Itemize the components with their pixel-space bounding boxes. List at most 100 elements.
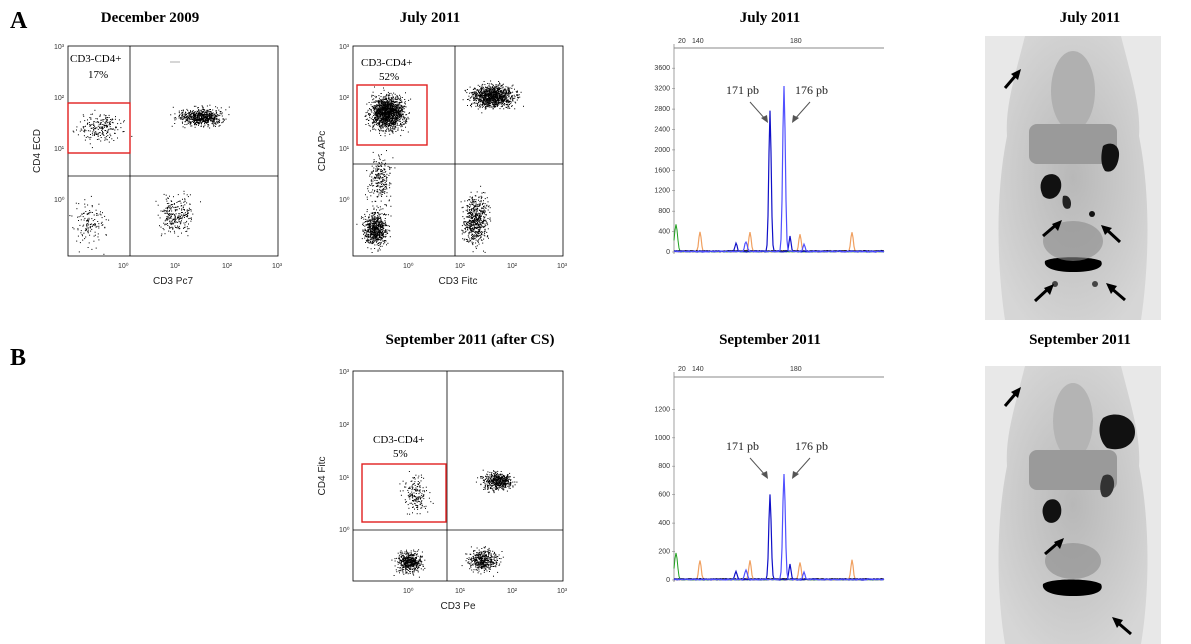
row-letter-a: A xyxy=(10,8,28,34)
x-tick: 10⁰ xyxy=(118,262,129,270)
y-tick: 10³ xyxy=(339,369,350,376)
gate-label: CD3-CD4+ xyxy=(70,53,121,65)
y-tick: 3200 xyxy=(654,86,670,93)
liver-region xyxy=(1029,124,1117,164)
y-tick: 10¹ xyxy=(54,146,65,153)
peak-176-trace xyxy=(673,85,885,253)
top-tick: 20 xyxy=(678,38,686,45)
scatter-dots xyxy=(69,104,230,255)
y-tick: 600 xyxy=(658,492,670,499)
y-tick: 0 xyxy=(666,577,670,584)
x-tick: 10² xyxy=(507,588,518,595)
title-december-2009: December 2009 xyxy=(100,10,200,26)
plot-frame xyxy=(352,45,564,257)
flow-plot-july-2011: CD3-CD4+ 52% 10³ 10² 10¹ 10⁰ 10⁰ 10¹ 10²… xyxy=(315,40,575,310)
uptake-focus xyxy=(1040,174,1062,199)
y-tick: 0 xyxy=(666,249,670,256)
peak-171-trace xyxy=(673,494,885,581)
gate-label: CD3-CD4+ xyxy=(373,434,424,446)
trace xyxy=(673,473,885,581)
arrow-icon xyxy=(1101,225,1122,244)
gate-rectangle xyxy=(361,463,447,523)
y-tick: 400 xyxy=(658,520,670,527)
pet-scan-september-2011 xyxy=(985,366,1161,644)
scatter-dots xyxy=(356,80,524,253)
pet-scan-svg-a xyxy=(985,36,1161,320)
pet-scan-july-2011 xyxy=(985,36,1161,320)
top-tick: 180 xyxy=(790,38,802,45)
uptake-focus xyxy=(1100,474,1115,498)
plot-frame xyxy=(352,370,564,582)
size-standard-trace xyxy=(673,231,885,253)
gate-label: CD3-CD4+ xyxy=(361,57,412,69)
scatter-dots xyxy=(391,469,518,578)
gate-value: 17% xyxy=(88,69,108,81)
arrow-icon xyxy=(1003,387,1021,407)
arrow-icon xyxy=(1033,284,1054,303)
y-tick: 10⁰ xyxy=(339,196,350,204)
pet-scan-svg-b xyxy=(985,366,1161,644)
size-standard-trace xyxy=(673,559,885,581)
uptake-focus xyxy=(1062,195,1072,209)
y-tick: 10³ xyxy=(339,44,350,51)
body-silhouette xyxy=(998,36,1148,320)
y-ticks: 1200 1000 800 600 400 200 0 xyxy=(654,406,675,584)
uptake-focus xyxy=(1099,414,1135,450)
x-tick: 10³ xyxy=(272,263,283,270)
y-tick: 200 xyxy=(658,549,670,556)
green-trace xyxy=(673,552,885,581)
y-tick: 10² xyxy=(339,95,350,102)
y-tick: 2800 xyxy=(654,106,670,113)
row-letter-b: B xyxy=(10,345,27,371)
top-tick: 140 xyxy=(692,38,704,45)
title-chromatogram-july-2011: July 2011 xyxy=(739,10,801,26)
y-ticks: 3600 3200 2800 2400 2000 1600 1200 800 400 0 xyxy=(654,65,675,256)
y-tick: 10³ xyxy=(54,44,65,51)
trace xyxy=(673,85,885,253)
y-tick: 10⁰ xyxy=(54,196,65,204)
flow-plot-svg-a2: CD3-CD4+ 52% 10³ 10² 10¹ 10⁰ 10⁰ 10¹ 10²… xyxy=(317,44,568,287)
top-tick: 180 xyxy=(790,366,802,373)
peak-171-trace xyxy=(673,110,885,253)
chromatogram-july-2011: 20 140 180 3600 3200 2800 2400 2000 1600 1200 8… xyxy=(640,34,890,264)
uptake-focus xyxy=(1042,499,1062,523)
y-tick: 1000 xyxy=(654,435,670,442)
y-tick: 10¹ xyxy=(339,146,350,153)
y-tick: 1200 xyxy=(654,406,670,413)
flow-plot-svg-b2: CD3-CD4+ 5% 10³ 10² 10¹ 10⁰ 10⁰ 10¹ 10² … xyxy=(317,369,568,612)
y-tick: 10⁰ xyxy=(339,526,350,534)
uptake-focus xyxy=(1089,211,1095,217)
arrow-icon xyxy=(1003,69,1021,89)
x-axis-label: CD3 Fitc xyxy=(439,276,478,287)
arrow-icon xyxy=(1112,617,1132,636)
x-tick: 10⁰ xyxy=(403,262,414,270)
y-tick: 400 xyxy=(658,229,670,236)
title-pet-july-2011: July 2011 xyxy=(1059,10,1121,26)
title-pet-september-2011: September 2011 xyxy=(1029,332,1131,348)
y-tick: 800 xyxy=(658,208,670,215)
x-tick: 10² xyxy=(222,263,233,270)
y-tick: 800 xyxy=(658,463,670,470)
gate-rectangle xyxy=(67,102,131,154)
x-axis-label: CD3 Pc7 xyxy=(153,276,193,287)
x-tick: 10¹ xyxy=(170,263,181,270)
peak-label-171: 171 pb xyxy=(726,83,759,97)
bladder xyxy=(1044,257,1102,272)
flow-plot-september-2011: CD3-CD4+ 5% 10³ 10² 10¹ 10⁰ 10⁰ 10¹ 10² … xyxy=(315,365,575,635)
y-tick: 2400 xyxy=(654,127,670,134)
top-tick: 140 xyxy=(692,366,704,373)
y-tick: 10² xyxy=(339,422,350,429)
x-tick: 10² xyxy=(507,263,518,270)
x-tick: 10¹ xyxy=(455,263,466,270)
arrow-icon xyxy=(1106,283,1126,302)
y-axis-label: CD4 APc xyxy=(317,131,328,172)
arrow-icon xyxy=(1042,220,1062,238)
y-tick: 10² xyxy=(54,95,65,102)
gate-value: 5% xyxy=(393,448,408,460)
y-axis-label: CD4 ECD xyxy=(32,129,43,173)
gate-value: 52% xyxy=(379,71,399,83)
top-tick: 20 xyxy=(678,366,686,373)
y-tick: 10¹ xyxy=(339,475,350,482)
uptake-focus xyxy=(1101,143,1120,172)
liver-region xyxy=(1029,450,1117,490)
